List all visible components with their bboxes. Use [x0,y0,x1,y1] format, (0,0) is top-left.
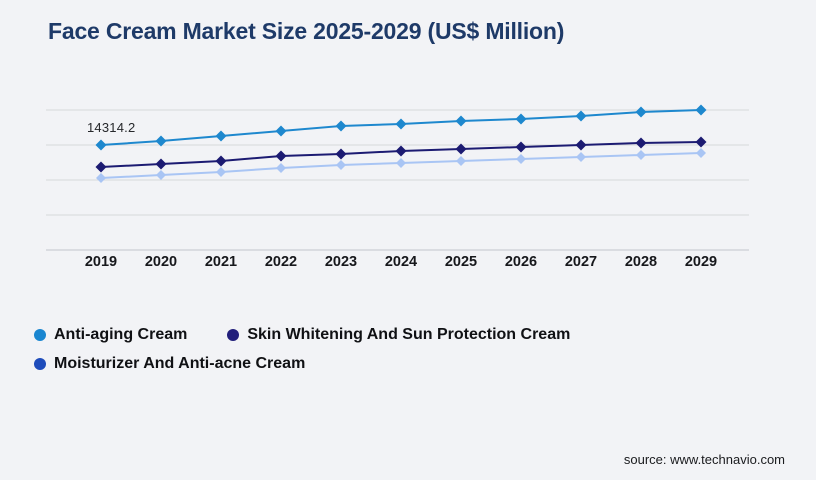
x-axis-label: 2020 [145,254,177,270]
data-point-marker [155,158,167,170]
legend-label: Skin Whitening And Sun Protection Cream [247,326,571,343]
data-point-marker [156,170,166,181]
data-point-marker [455,143,467,155]
data-point-marker [395,118,407,130]
chart-title: Face Cream Market Size 2025-2029 (US$ Mi… [48,18,565,44]
data-point-marker [515,113,527,125]
data-point-marker [575,110,587,122]
data-point-marker [395,145,407,157]
data-point-marker [336,159,346,170]
data-point-marker [335,120,347,132]
data-point-marker [335,148,347,160]
x-axis-label: 2023 [325,254,357,270]
x-axis-label: 2027 [565,254,597,270]
x-axis-label: 2028 [625,254,657,270]
data-point-marker [95,161,107,173]
data-point-marker [576,151,586,162]
data-point-marker [216,167,226,178]
legend-dot-icon [34,329,46,341]
legend: Anti-aging Cream Skin Whitening And Sun … [34,324,804,375]
data-point-marker [696,148,706,159]
data-point-marker [455,115,467,127]
data-point-marker [275,125,287,137]
x-axis-label: 2019 [85,254,117,270]
data-point-marker [155,135,167,147]
data-point-marker [215,155,227,167]
legend-dot-icon [227,329,240,341]
legend-item-anti-aging-cream: Anti-aging Cream [34,324,187,346]
legend-label: Anti-aging Cream [54,326,188,343]
data-point-marker [275,150,287,162]
data-point-marker [695,136,707,148]
data-point-marker [276,162,286,173]
legend-dot-icon [34,358,46,370]
legend-item-moisturizer-cream: Moisturizer And Anti-acne Cream [34,353,305,375]
x-axis-label: 2025 [445,254,477,270]
x-axis-label: 2029 [685,254,717,270]
x-axis-label: 2026 [505,254,537,270]
legend-item-skin-whitening-cream: Skin Whitening And Sun Protection Cream [227,324,570,346]
data-point-marker [396,158,406,169]
data-point-marker [456,156,466,167]
legend-label: Moisturizer And Anti-acne Cream [54,355,306,372]
data-point-marker [636,150,646,161]
data-point-marker [516,153,526,164]
x-axis-label: 2024 [385,254,417,270]
data-point-marker [95,139,107,151]
data-point-marker [695,104,707,116]
first-point-value-label: 14314.2 [87,120,136,135]
data-point-marker [635,106,647,118]
data-point-marker [575,139,587,151]
x-axis-label: 2022 [265,254,297,270]
data-point-marker [96,172,106,183]
source-attribution: source: www.technavio.com [623,452,785,467]
data-point-marker [515,141,527,153]
x-axis-label: 2021 [205,254,237,270]
data-point-marker [215,130,227,142]
data-point-marker [635,137,647,149]
